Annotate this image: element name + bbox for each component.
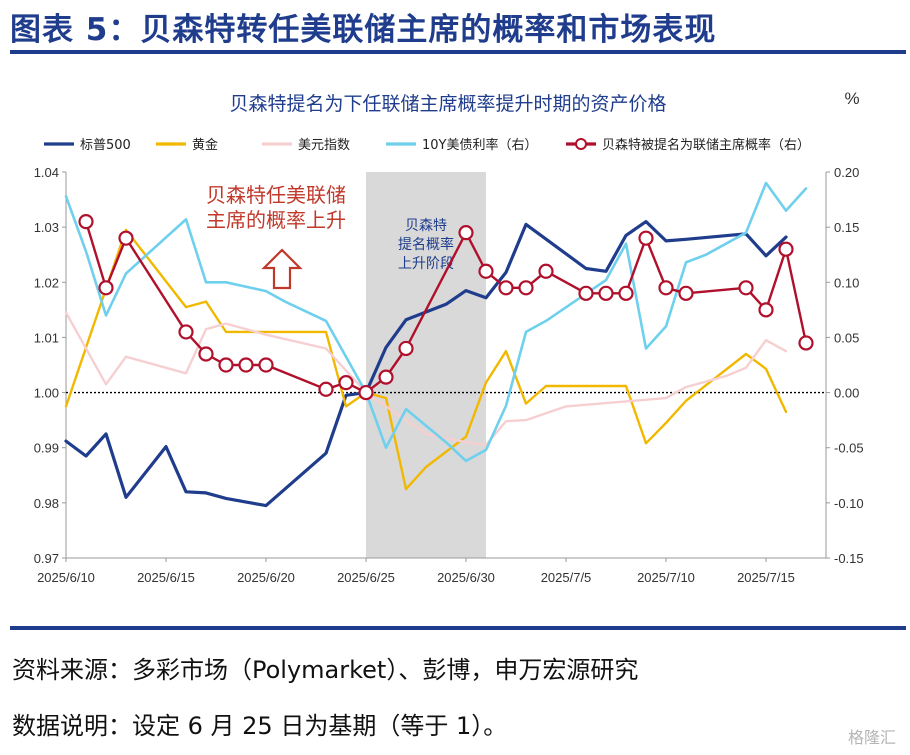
series-line-1 (64, 228, 788, 491)
series-marker (178, 324, 194, 340)
x-tick-label: 2025/7/15 (737, 570, 795, 585)
series-marker (798, 335, 814, 351)
right-tick-label: 0.00 (834, 386, 859, 401)
legend-label: 10Y美债利率（右） (422, 137, 537, 153)
left-tick-label: 0.98 (34, 496, 59, 511)
right-tick-label: -0.10 (834, 496, 864, 511)
data-note: 数据说明：设定 6 月 25 日为基期（等于 1）。 (12, 712, 508, 740)
left-tick-label: 1.01 (34, 330, 59, 345)
x-tick-label: 2025/7/5 (541, 570, 592, 585)
series-marker (598, 285, 614, 301)
series-marker (98, 280, 114, 296)
series-marker (358, 384, 374, 401)
shaded-band-label: 贝森特 (405, 218, 447, 234)
series-marker (778, 241, 794, 257)
x-tick-label: 2025/6/10 (37, 570, 95, 585)
footer-rule (10, 626, 906, 630)
x-tick-label: 2025/6/20 (237, 570, 295, 585)
x-tick-label: 2025/6/25 (337, 570, 395, 585)
series-marker (478, 263, 494, 279)
right-tick-label: 0.20 (834, 165, 859, 180)
series-line-2 (64, 311, 788, 447)
right-tick-label: -0.15 (834, 551, 864, 566)
legend-label: 标普500 (80, 138, 131, 153)
left-tick-label: 1.02 (34, 275, 59, 290)
series-marker (738, 280, 754, 296)
series-line-3 (64, 181, 808, 463)
chart-canvas: 贝森特提名为下任联储主席概率提升时期的资产价格 % 标普500 黄金 美元指数 10Y… (0, 60, 910, 596)
annotation-text: 主席的概率上升 (206, 208, 346, 232)
series-marker (538, 263, 554, 279)
series-marker (118, 230, 134, 246)
axes-layer: 0.97 0.98 0.99 1.00 1.01 1.02 1.03 1.04 -0.15 -0.… (34, 165, 864, 585)
series-marker (658, 280, 674, 296)
right-tick-label: -0.05 (834, 441, 864, 456)
x-tick-label: 2025/6/30 (437, 570, 495, 585)
x-tick-label: 2025/7/10 (637, 570, 695, 585)
chart-legend: 标普500 黄金 美元指数 10Y美债利率（右） 贝森特被提名为联储主席概率（右） (44, 137, 810, 153)
legend-label: 贝森特被提名为联储主席概率（右） (602, 137, 810, 153)
source-note: 资料来源：多彩市场（Polymarket）、彭博，申万宏源研究 (12, 656, 639, 684)
series-layer (64, 181, 814, 508)
chart-title: 贝森特提名为下任联储主席概率提升时期的资产价格 (229, 93, 666, 115)
series-marker (318, 381, 334, 397)
title-rule (10, 50, 906, 54)
right-tick-label: 0.10 (834, 275, 859, 290)
series-marker (618, 285, 634, 301)
right-axis-unit: % (844, 89, 859, 108)
series-marker (398, 340, 414, 357)
left-tick-label: 1.04 (34, 165, 59, 180)
series-marker (458, 225, 474, 241)
watermark-logo: 格隆汇 (847, 728, 896, 747)
series-marker (198, 346, 214, 362)
series-marker (78, 214, 94, 230)
series-marker (678, 285, 694, 301)
left-tick-label: 0.99 (34, 441, 59, 456)
left-tick-label: 1.03 (34, 220, 59, 235)
annotation-up-arrow (261, 248, 303, 290)
series-line-4 (84, 220, 808, 394)
series-marker (498, 280, 514, 296)
shaded-band-label: 上升阶段 (398, 256, 454, 272)
right-tick-label: 0.05 (834, 330, 859, 345)
series-marker (238, 357, 254, 373)
series-marker (218, 357, 234, 373)
legend-label: 黄金 (192, 137, 218, 153)
series-marker (638, 230, 654, 246)
series-marker (338, 375, 354, 391)
series-marker (378, 369, 394, 385)
series-marker (758, 302, 774, 318)
legend-label: 美元指数 (298, 138, 350, 153)
x-tick-label: 2025/6/15 (137, 570, 195, 585)
series-marker (258, 357, 274, 373)
series-marker (518, 280, 534, 296)
annotation-text: 贝森特任美联储 (206, 183, 346, 207)
series-marker (578, 285, 594, 301)
left-tick-label: 1.00 (34, 386, 59, 401)
shaded-band-label: 提名概率 (398, 236, 454, 253)
right-tick-label: 0.15 (834, 220, 859, 235)
figure-title: 图表 5：贝森特转任美联储主席的概率和市场表现 (10, 12, 717, 48)
left-tick-label: 0.97 (34, 551, 59, 566)
legend-marker (575, 138, 587, 150)
